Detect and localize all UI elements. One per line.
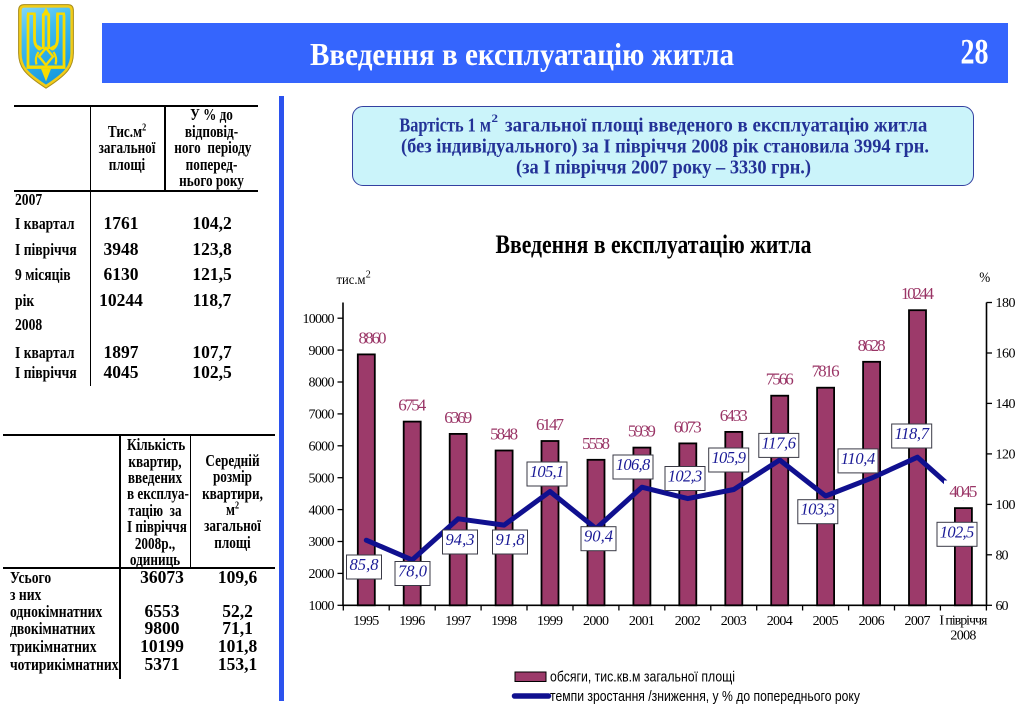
svg-text:2000: 2000 — [583, 614, 609, 629]
svg-text:1000: 1000 — [309, 599, 335, 614]
svg-text:5558: 5558 — [582, 434, 610, 453]
svg-text:5848: 5848 — [490, 425, 518, 444]
svg-text:100: 100 — [996, 498, 1016, 513]
svg-text:7566: 7566 — [766, 370, 794, 389]
svg-text:90,4: 90,4 — [584, 527, 613, 546]
svg-text:180: 180 — [996, 296, 1016, 311]
svg-text:6433: 6433 — [720, 406, 748, 425]
svg-text:60: 60 — [996, 599, 1009, 614]
svg-text:2008: 2008 — [950, 629, 976, 644]
svg-text:140: 140 — [996, 397, 1016, 412]
svg-text:80: 80 — [996, 549, 1009, 564]
svg-text:94,3: 94,3 — [446, 530, 475, 549]
svg-text:6369: 6369 — [444, 408, 472, 427]
svg-text:1997: 1997 — [445, 614, 471, 629]
svg-text:4045: 4045 — [949, 482, 977, 501]
svg-text:2: 2 — [366, 270, 371, 281]
svg-text:2004: 2004 — [767, 614, 793, 629]
svg-text:Введення в експлуатацію житла: Введення в експлуатацію житла — [310, 36, 734, 72]
svg-text:5000: 5000 — [309, 471, 335, 486]
svg-text:7816: 7816 — [812, 362, 840, 381]
svg-text:2: 2 — [492, 113, 499, 125]
svg-text:2001: 2001 — [629, 614, 655, 629]
svg-text:91,8: 91,8 — [496, 530, 526, 549]
svg-text:5939: 5939 — [628, 422, 656, 441]
svg-text:28: 28 — [961, 32, 989, 72]
svg-text:6147: 6147 — [536, 415, 565, 434]
svg-text:2005: 2005 — [813, 614, 839, 629]
svg-text:Вартість 1 м: Вартість 1 м — [399, 114, 491, 136]
svg-text:6754: 6754 — [398, 396, 427, 415]
svg-text:8628: 8628 — [858, 336, 886, 355]
svg-text:1998: 1998 — [491, 614, 517, 629]
svg-text:загальної площі введеного в ек: загальної площі введеного в експлуатацію… — [505, 114, 927, 136]
svg-text:10000: 10000 — [303, 312, 335, 327]
svg-text:(за І півріччя 2007 року – 333: (за І півріччя 2007 року – 3330 грн.) — [516, 156, 811, 178]
svg-text:8860: 8860 — [359, 328, 387, 347]
svg-text:2006: 2006 — [859, 614, 885, 629]
svg-text:1995: 1995 — [353, 614, 379, 629]
svg-text:тис.м: тис.м — [337, 273, 366, 288]
svg-text:110,4: 110,4 — [841, 449, 876, 468]
svg-text:8000: 8000 — [309, 376, 335, 391]
svg-text:118,7: 118,7 — [894, 424, 929, 443]
svg-text:6000: 6000 — [309, 440, 335, 455]
svg-text:2007: 2007 — [905, 614, 931, 629]
svg-text:3000: 3000 — [309, 535, 335, 550]
svg-text:103,3: 103,3 — [801, 500, 836, 519]
svg-text:%: % — [979, 270, 990, 286]
svg-text:105,9: 105,9 — [711, 448, 746, 467]
svg-text:4000: 4000 — [309, 503, 335, 518]
svg-text:160: 160 — [996, 347, 1016, 362]
svg-text:обсяги, тис.кв.м загальної пло: обсяги, тис.кв.м загальної площі — [550, 670, 735, 686]
svg-text:117,6: 117,6 — [762, 433, 797, 452]
svg-text:7000: 7000 — [309, 408, 335, 423]
svg-text:9000: 9000 — [309, 344, 335, 359]
svg-text:120: 120 — [996, 448, 1016, 463]
svg-text:1999: 1999 — [537, 614, 563, 629]
svg-text:106,8: 106,8 — [616, 455, 651, 474]
svg-text:105,1: 105,1 — [530, 462, 565, 481]
svg-text:темпи зростання /зниження, у %: темпи зростання /зниження, у % до попере… — [550, 689, 861, 705]
svg-text:85,8: 85,8 — [350, 555, 380, 574]
svg-text:6073: 6073 — [674, 417, 702, 436]
svg-text:1996: 1996 — [399, 614, 425, 629]
svg-text:І півріччя: І півріччя — [939, 614, 988, 629]
svg-text:102,3: 102,3 — [668, 467, 703, 486]
svg-text:Введення в експлуатацію житла: Введення в експлуатацію житла — [496, 229, 812, 259]
svg-text:102,5: 102,5 — [940, 522, 975, 541]
svg-text:2003: 2003 — [721, 614, 747, 629]
svg-text:2002: 2002 — [675, 614, 701, 629]
svg-text:78,0: 78,0 — [398, 562, 428, 581]
svg-text:10244: 10244 — [901, 284, 935, 303]
svg-text:(без індивідуального) за І пів: (без індивідуального) за І півріччя 2008… — [401, 135, 929, 157]
svg-text:2000: 2000 — [309, 567, 335, 582]
